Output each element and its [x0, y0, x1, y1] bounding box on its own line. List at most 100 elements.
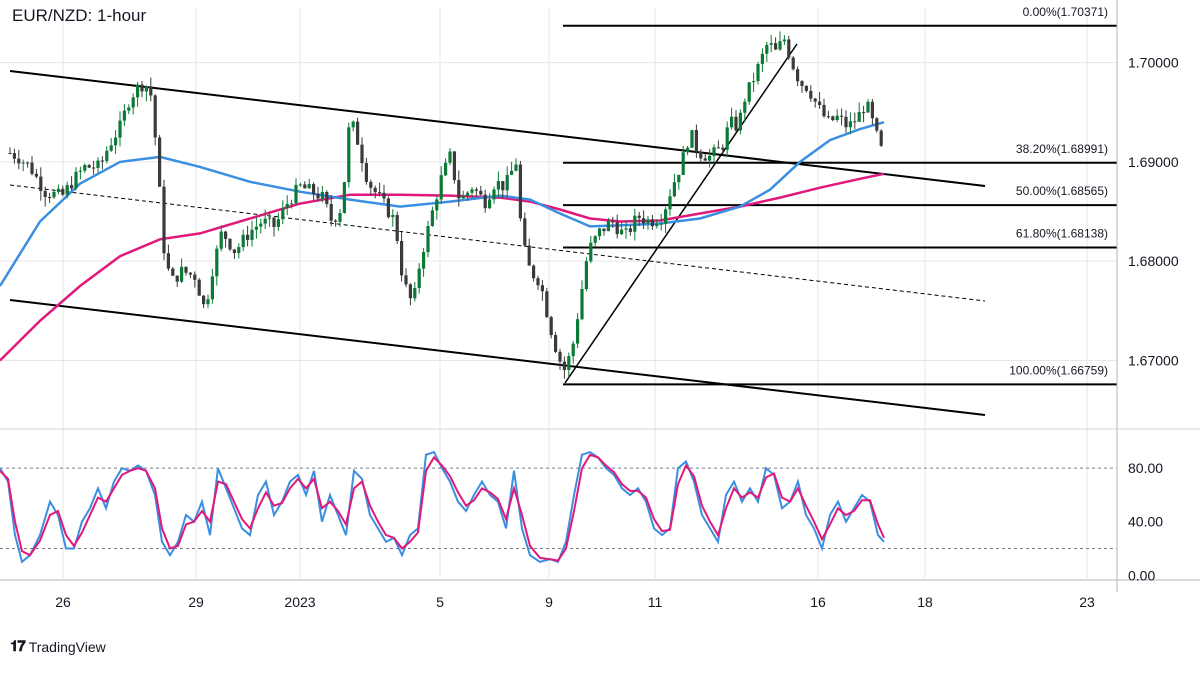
candle-body [312, 184, 316, 194]
candle-body [184, 266, 188, 273]
candle-body [52, 191, 56, 198]
candle-body [800, 81, 804, 86]
candle-body [268, 217, 272, 219]
time-tick-label: 9 [545, 594, 553, 610]
fib-level-label: 0.00%(1.70371) [1023, 5, 1108, 19]
candle-body [259, 223, 263, 227]
candle-body [329, 204, 333, 221]
candle-body [78, 170, 82, 172]
time-tick-label: 2023 [284, 594, 315, 610]
candle-body [457, 180, 461, 199]
candle-body [228, 238, 232, 250]
time-tick-label: 16 [810, 594, 826, 610]
candle-body [131, 97, 135, 108]
candle-body [624, 228, 628, 230]
candle-body [699, 151, 703, 159]
stoch-d-line [0, 453, 885, 562]
candle-body [158, 137, 162, 187]
brand-footer: 𝟏𝟕 TradingView [10, 638, 106, 655]
fib-trend-line [564, 43, 798, 384]
fib-level-label: 61.80%(1.68138) [1016, 226, 1108, 240]
candle-body [56, 188, 60, 192]
candle-body [681, 152, 685, 175]
candle-body [171, 268, 175, 276]
candle-body [466, 192, 470, 197]
candle-body [144, 86, 148, 92]
candle-body [602, 228, 606, 232]
candle-body [879, 130, 883, 146]
candle-body [448, 151, 452, 163]
candle-body [712, 147, 716, 156]
candle-body [804, 85, 808, 91]
candle-body [677, 174, 681, 183]
candle-body [672, 182, 676, 197]
tradingview-logo-icon: 𝟏𝟕 [10, 638, 26, 655]
candle-body [122, 110, 126, 121]
candle-body [580, 289, 584, 320]
candle-body [153, 95, 157, 138]
candle-body [12, 153, 16, 159]
candle-body [510, 170, 514, 175]
candle-body [175, 275, 179, 282]
candle-body [382, 192, 386, 199]
candle-body [606, 221, 610, 232]
candle-body [136, 84, 140, 98]
candle-body [584, 261, 588, 289]
fib-level-label: 50.00%(1.68565) [1016, 184, 1108, 198]
fib-level-label: 38.20%(1.68991) [1016, 142, 1108, 156]
candle-body [263, 218, 267, 224]
candle-body [92, 167, 96, 169]
channel-lower-line [9, 299, 986, 416]
chart-title: EUR/NZD: 1-hour [12, 6, 147, 25]
candle-body [501, 181, 505, 191]
candle-body [180, 266, 184, 282]
ma-slow-line [0, 172, 885, 362]
candle-body [338, 213, 342, 222]
fib-level-label: 100.00%(1.66759) [1009, 363, 1108, 377]
candle-body [870, 101, 874, 119]
price-tick-label: 1.68000 [1128, 253, 1179, 269]
candle-body [558, 351, 562, 362]
candle-body [426, 226, 430, 253]
price-panel: 0.00%(1.70371) 38.20%(1.68991) 50.00%(1.68… [0, 5, 1117, 416]
candle-body [378, 192, 382, 194]
candle-body [866, 101, 870, 113]
candle-body [655, 224, 659, 227]
candle-body [127, 107, 131, 111]
candle-body [523, 218, 527, 246]
candle-body [48, 197, 52, 198]
candle-body [598, 228, 602, 237]
candle-body [219, 231, 223, 249]
candle-body [782, 39, 786, 42]
candle-body [276, 219, 280, 227]
candle-body [734, 116, 738, 131]
candle-body [149, 86, 153, 96]
candle-body [237, 247, 241, 254]
candle-body [17, 158, 21, 164]
candle-body [642, 218, 646, 224]
candle-body [395, 215, 399, 241]
time-tick-label: 18 [917, 594, 933, 610]
price-tick-label: 1.67000 [1128, 352, 1179, 368]
candle-body [483, 194, 487, 209]
time-tick-label: 5 [436, 594, 444, 610]
candle-body [554, 335, 558, 352]
candle-body [527, 245, 531, 266]
candle-body [166, 253, 170, 269]
candle-body [593, 236, 597, 243]
candle-body [360, 144, 364, 164]
candle-body [738, 112, 742, 131]
candle-body [835, 115, 839, 120]
candle-body [532, 265, 536, 279]
candle-body [197, 279, 201, 296]
candle-body [188, 272, 192, 275]
candle-body [479, 190, 483, 195]
candle-body [633, 215, 637, 232]
candle-body [567, 356, 571, 370]
candle-body [650, 219, 654, 227]
candle-body [576, 319, 580, 344]
candle-body [809, 90, 813, 99]
axes: 1.70000 1.69000 1.68000 1.67000 26 29 2023 5 9 11… [0, 0, 1200, 610]
candle-body [26, 162, 30, 164]
candle-body [439, 175, 443, 200]
